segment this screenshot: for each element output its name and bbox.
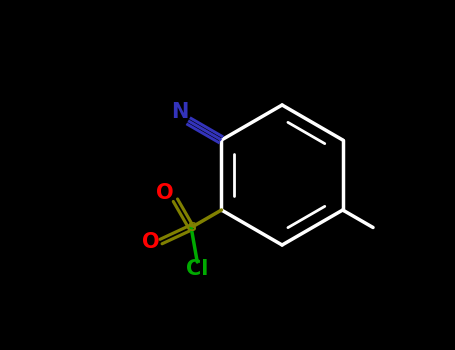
- Text: O: O: [142, 232, 159, 252]
- Text: Cl: Cl: [186, 259, 208, 279]
- Text: N: N: [171, 102, 188, 122]
- Text: O: O: [156, 183, 174, 203]
- Text: S: S: [187, 221, 196, 234]
